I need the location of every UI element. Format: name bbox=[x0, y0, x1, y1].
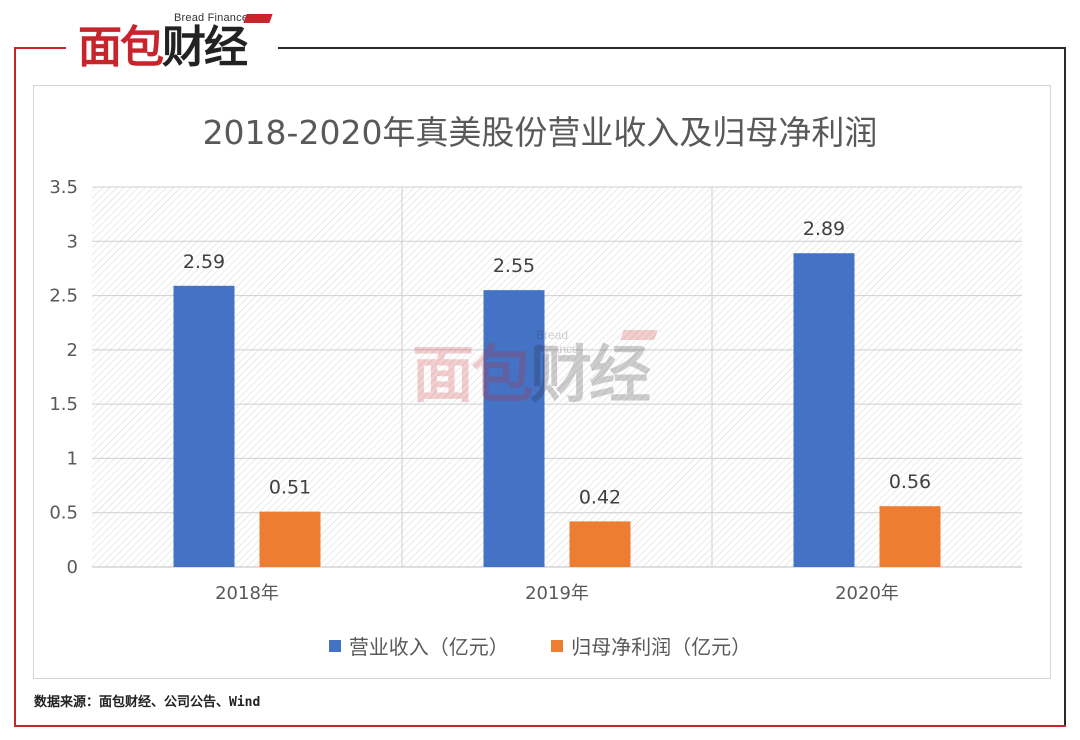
data-label: 2.59 bbox=[183, 251, 225, 273]
bar-revenue bbox=[173, 285, 235, 567]
frame-top-right-line bbox=[278, 47, 1066, 49]
data-label: 0.56 bbox=[889, 471, 931, 493]
frame-bottom-line bbox=[14, 725, 1066, 727]
legend-swatch-revenue bbox=[328, 639, 341, 652]
bar-net-profit bbox=[259, 511, 321, 567]
x-tick-label: 2018年 bbox=[215, 583, 279, 604]
bar-net-profit bbox=[569, 521, 631, 567]
y-tick-label: 2 bbox=[67, 340, 78, 361]
y-tick-label: 3.5 bbox=[49, 177, 78, 198]
chart-title: 2018-2020年真美股份营业收入及归母净利润 bbox=[202, 113, 878, 152]
y-tick-label: 1.5 bbox=[49, 394, 78, 415]
legend-item-revenue: 营业收入（亿元） bbox=[328, 631, 509, 660]
legend-label-net-profit: 归母净利润（亿元） bbox=[571, 635, 752, 659]
bar-revenue bbox=[793, 253, 855, 567]
y-tick-label: 2.5 bbox=[49, 286, 78, 307]
plot-background bbox=[92, 187, 1022, 567]
watermark-subtitle: Bread Finance bbox=[536, 328, 579, 356]
watermark-text-red: 面包 bbox=[412, 338, 533, 411]
logo-text-red: 面包 bbox=[78, 22, 164, 73]
y-tick-label: 0.5 bbox=[49, 503, 78, 524]
frame-top-left-line bbox=[14, 47, 66, 49]
legend-item-net-profit: 归母净利润（亿元） bbox=[551, 631, 751, 660]
source-note: 数据来源：面包财经、公司公告、Wind bbox=[34, 695, 261, 710]
logo-subtitle: Bread Finance bbox=[174, 12, 249, 24]
y-tick-label: 0 bbox=[67, 557, 78, 578]
logo-text-dark: 财经 bbox=[162, 22, 248, 73]
frame-right-line bbox=[1064, 47, 1066, 727]
bar-revenue bbox=[483, 290, 545, 567]
frame-left-line bbox=[14, 47, 16, 727]
data-label: 2.55 bbox=[493, 255, 535, 277]
y-tick-label: 1 bbox=[67, 448, 78, 469]
chart-legend: 营业收入（亿元） 归母净利润（亿元） bbox=[0, 631, 1080, 660]
data-label: 0.42 bbox=[579, 486, 621, 508]
bar-net-profit bbox=[879, 506, 941, 567]
watermark-text-dark: 财经 bbox=[530, 338, 651, 411]
data-label: 0.51 bbox=[269, 477, 311, 499]
y-tick-label: 3 bbox=[67, 231, 78, 252]
x-tick-label: 2020年 bbox=[835, 583, 899, 604]
legend-label-revenue: 营业收入（亿元） bbox=[348, 635, 509, 659]
x-tick-label: 2019年 bbox=[525, 583, 589, 604]
data-label: 2.89 bbox=[803, 218, 845, 240]
watermark-text: 面包财经 bbox=[412, 338, 651, 412]
legend-swatch-net-profit bbox=[551, 639, 564, 652]
brand-logo: 面包财经 bbox=[78, 22, 248, 74]
